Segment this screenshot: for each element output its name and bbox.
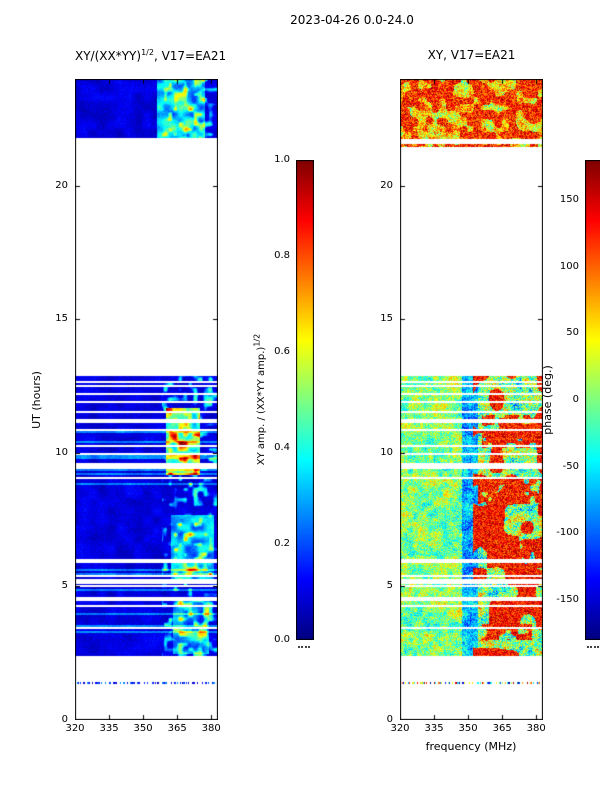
- y-tick-label: 0: [386, 714, 393, 725]
- amp-colorbar-tick-label: 0.4: [274, 442, 290, 453]
- y-tick-label: 5: [61, 580, 68, 592]
- amp-colorbar-tick-label: 0.0: [274, 634, 290, 645]
- figure-title: 2023-04-26 0.0-24.0: [290, 13, 414, 27]
- x-tick-label: 365: [167, 723, 187, 734]
- amp-colorbar-tick-label: 1.0: [274, 154, 290, 165]
- y-tick-label: 15: [55, 313, 68, 325]
- phase-colorbar-extend-dots: [587, 646, 599, 648]
- amp-colorbar-label-sup: 1/2: [252, 333, 262, 347]
- amp-colorbar-tick-label: 0.2: [274, 538, 290, 549]
- frequency-axis-label: frequency (MHz): [425, 740, 517, 753]
- phase-colorbar-tick-label: -100: [556, 527, 579, 539]
- left-panel-title-sup: 1/2: [141, 48, 154, 57]
- y-tick-label: 20: [55, 179, 68, 191]
- ut-axis-label: UT (hours): [30, 371, 43, 429]
- right-panel-title: XY, V17=EA21: [427, 48, 516, 62]
- x-tick-label: 350: [133, 723, 153, 734]
- x-tick-label: 365: [492, 723, 512, 734]
- x-tick-label: 320: [390, 723, 410, 734]
- x-tick-label: 380: [201, 723, 221, 734]
- amp-colorbar-canvas: [296, 160, 314, 640]
- phase-heatmap-canvas: [400, 79, 543, 720]
- amp-colorbar-label: XY amp. / (XX*YY amp.)1/2: [253, 230, 268, 570]
- left-panel-title-pre: XY/(XX*YY): [75, 49, 142, 63]
- y-tick-label: 10: [380, 446, 393, 458]
- phase-colorbar-tick-label: 0: [572, 394, 579, 405]
- phase-colorbar-tick-label: 50: [566, 327, 579, 339]
- phase-colorbar-tick-label: -50: [562, 460, 579, 472]
- amp-colorbar-tick-label: 0.8: [274, 250, 290, 261]
- amp-colorbar-extend-dots: [298, 646, 310, 648]
- phase-colorbar-tick-label: 100: [559, 260, 579, 272]
- y-tick-label: 5: [386, 580, 393, 592]
- x-tick-label: 350: [458, 723, 478, 734]
- x-tick-label: 335: [99, 723, 119, 734]
- phase-colorbar-tick-label: 150: [559, 194, 579, 205]
- phase-colorbar-tick-label: -150: [556, 594, 579, 605]
- x-tick-label: 335: [424, 723, 444, 734]
- amp-heatmap-canvas: [75, 79, 218, 720]
- y-tick-label: 20: [380, 179, 393, 191]
- phase-colorbar-canvas: [585, 160, 600, 640]
- y-tick-label: 15: [380, 313, 393, 325]
- left-panel-title-post: , V17=EA21: [153, 49, 227, 63]
- amp-colorbar-tick-label: 0.6: [274, 346, 290, 357]
- x-tick-label: 320: [65, 723, 85, 734]
- y-tick-label: 0: [61, 714, 68, 725]
- y-tick-label: 10: [55, 446, 68, 458]
- left-panel-title: XY/(XX*YY)1/2, V17=EA21: [75, 48, 226, 63]
- x-tick-label: 380: [526, 723, 546, 734]
